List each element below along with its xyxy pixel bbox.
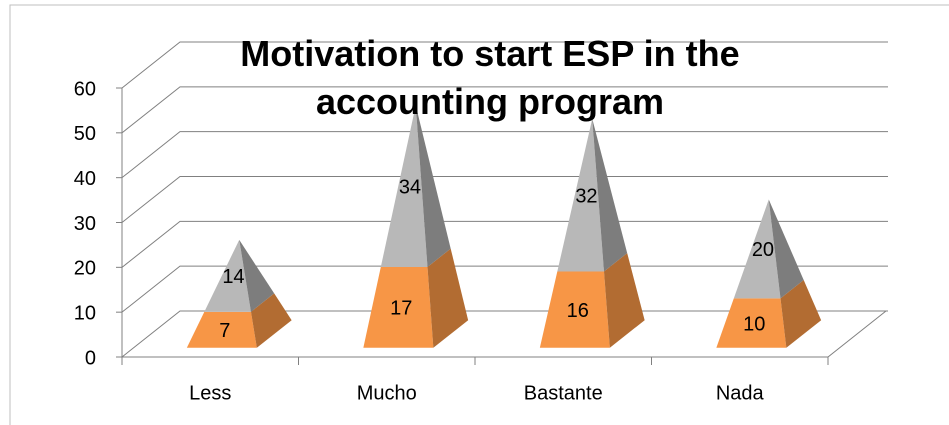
grid-line	[121, 265, 888, 313]
pyramid-side	[603, 253, 645, 348]
y-tick-label: 0	[85, 347, 96, 369]
grid-line	[121, 176, 888, 223]
pyramid-front	[716, 298, 787, 348]
pyramid-front	[363, 266, 434, 348]
data-label: 10	[743, 313, 765, 335]
data-label: 17	[390, 298, 412, 320]
pyramid-side	[768, 199, 804, 299]
pyramid-side	[250, 293, 292, 348]
pyramid-front	[733, 199, 781, 299]
pyramid-side	[239, 239, 275, 312]
y-tick-label: 30	[74, 213, 96, 235]
pyramid-side	[592, 118, 628, 272]
grid-line	[121, 131, 888, 179]
data-label: 34	[399, 176, 421, 198]
y-tick-label: 10	[74, 302, 96, 324]
pyramid-front	[204, 239, 251, 312]
pyramid-side	[415, 105, 451, 267]
y-tick-label: 20	[74, 258, 96, 280]
pyramid-side	[427, 248, 469, 348]
grid-line	[121, 310, 888, 358]
grid-line	[121, 86, 888, 134]
data-label: 14	[222, 266, 244, 288]
x-tick-label: Mucho	[357, 382, 417, 404]
y-tick-label: 50	[74, 123, 96, 145]
data-label: 16	[567, 300, 589, 322]
data-label: 7	[219, 320, 230, 342]
frame	[9, 4, 949, 425]
pyramid-front	[539, 271, 610, 348]
pyramid-front	[557, 118, 604, 272]
y-tick-label: 40	[74, 168, 96, 190]
grid-line	[121, 220, 888, 268]
x-tick-label: Bastante	[524, 382, 603, 404]
pyramid-side	[780, 279, 822, 348]
pyramid-front	[380, 105, 428, 267]
grid-line	[121, 41, 888, 89]
y-tick-label: 60	[74, 78, 96, 100]
x-tick-label: Less	[189, 382, 231, 404]
chart-title: Motivation to start ESP in the accountin…	[240, 33, 740, 122]
data-label: 32	[575, 185, 597, 207]
x-tick-label: Nada	[716, 382, 765, 404]
pyramid-front	[186, 311, 257, 348]
data-label: 20	[752, 239, 774, 261]
